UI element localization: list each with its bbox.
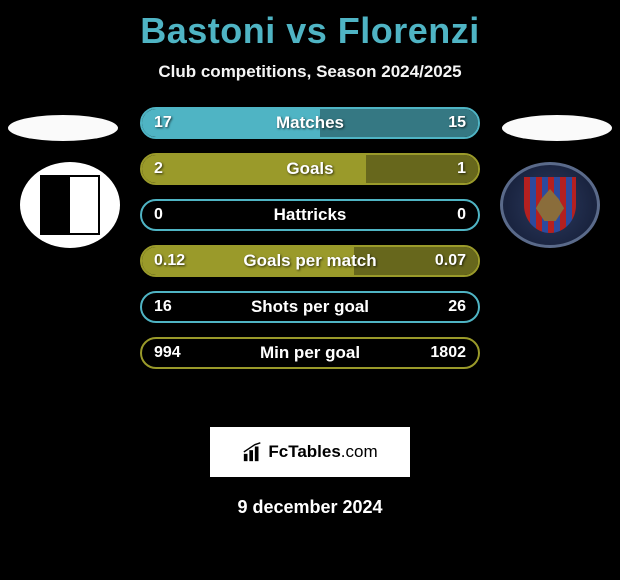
chart-icon [242, 441, 264, 463]
stat-label: Hattricks [274, 205, 347, 225]
comparison-area: 17 Matches 15 2 Goals 1 0 Hattricks 0 0.12 Goals p… [0, 107, 620, 407]
ellipse-left-decoration [8, 115, 118, 141]
stat-value-right: 26 [448, 298, 466, 316]
stat-value-right: 0 [457, 206, 466, 224]
stat-value-left: 16 [154, 298, 172, 316]
stat-label: Matches [276, 113, 344, 133]
page-title: Bastoni vs Florenzi [0, 10, 620, 52]
brand-name: FcTables [268, 442, 340, 461]
team-crest-left [20, 162, 120, 262]
stat-row: 2 Goals 1 [140, 153, 480, 185]
root-container: Bastoni vs Florenzi Club competitions, S… [0, 0, 620, 523]
cesena-crest-icon [20, 162, 120, 262]
stat-row: 0.12 Goals per match 0.07 [140, 245, 480, 277]
stat-value-right: 15 [448, 114, 466, 132]
stat-row: 16 Shots per goal 26 [140, 291, 480, 323]
stat-value-left: 994 [154, 344, 181, 362]
stat-value-left: 0 [154, 206, 163, 224]
subtitle: Club competitions, Season 2024/2025 [0, 62, 620, 82]
date-text: 9 december 2024 [0, 497, 620, 518]
brand-text: FcTables.com [268, 442, 377, 462]
stat-value-right: 1 [457, 160, 466, 178]
stat-label: Goals [286, 159, 333, 179]
ellipse-right-decoration [502, 115, 612, 141]
stat-value-right: 0.07 [435, 252, 466, 270]
team-crest-right [500, 162, 600, 262]
stat-value-left: 17 [154, 114, 172, 132]
stat-label: Shots per goal [251, 297, 369, 317]
stat-row: 0 Hattricks 0 [140, 199, 480, 231]
brand-suffix: .com [341, 442, 378, 461]
stat-label: Goals per match [243, 251, 376, 271]
stat-label: Min per goal [260, 343, 360, 363]
stat-value-right: 1802 [430, 344, 466, 362]
stat-row: 994 Min per goal 1802 [140, 337, 480, 369]
brand-badge: FcTables.com [210, 427, 410, 477]
cosenza-crest-icon [500, 162, 600, 262]
stat-row: 17 Matches 15 [140, 107, 480, 139]
stat-value-left: 2 [154, 160, 163, 178]
stats-column: 17 Matches 15 2 Goals 1 0 Hattricks 0 0.12 Goals p… [140, 107, 480, 383]
stat-value-left: 0.12 [154, 252, 185, 270]
